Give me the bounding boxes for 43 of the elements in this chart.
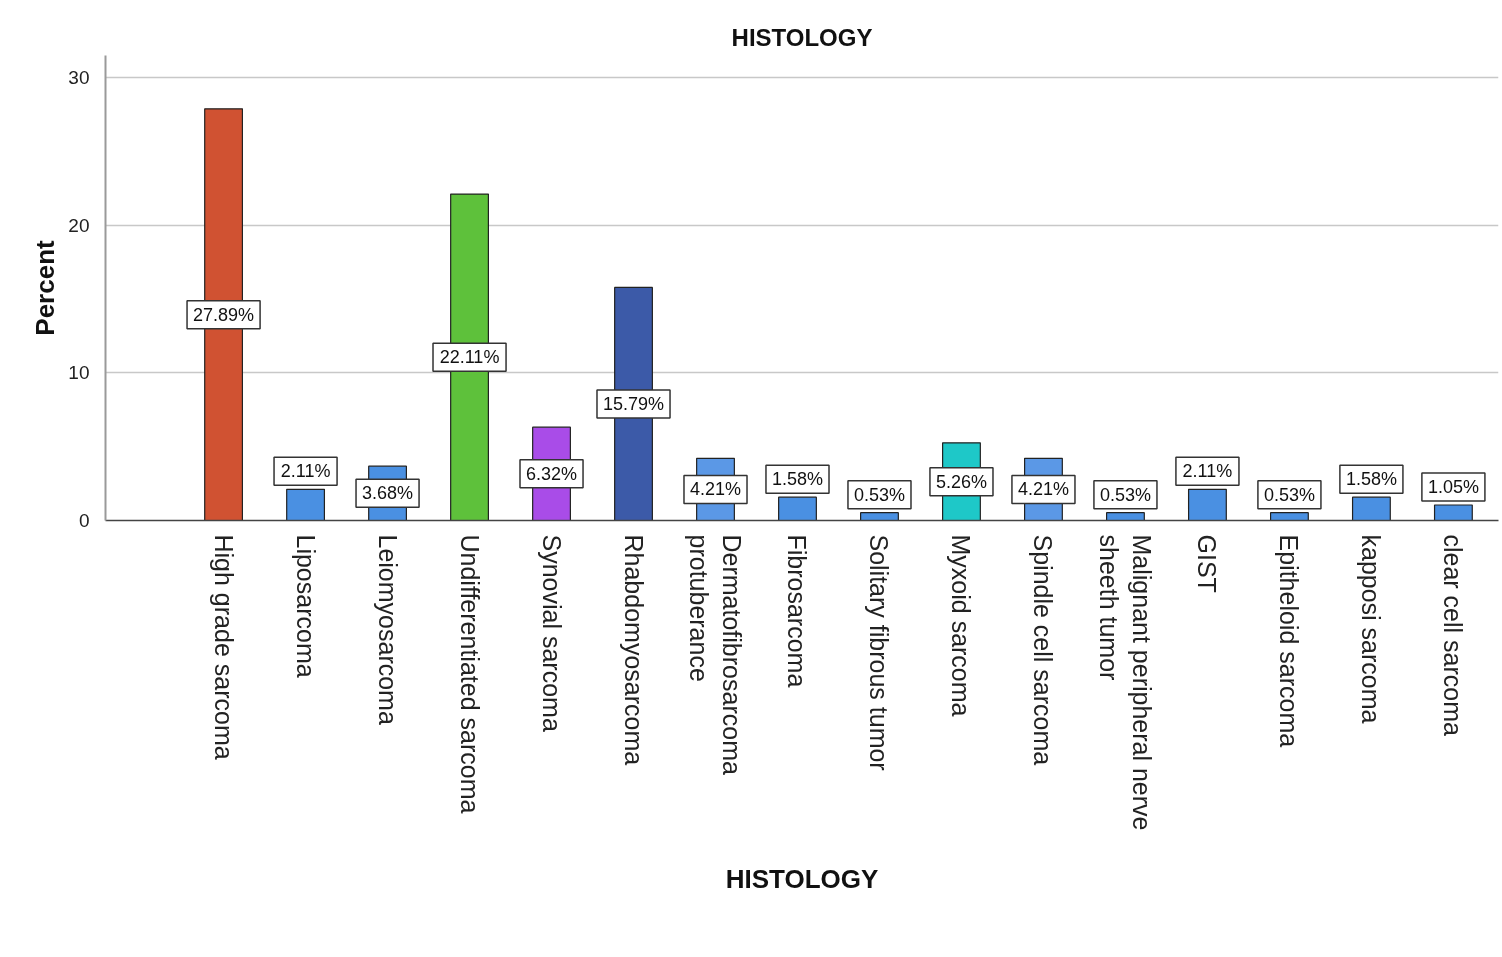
x-tick-label: High grade sarcoma — [209, 534, 238, 760]
y-tick-label: 30 — [68, 67, 90, 89]
x-tick-label: kapposi sarcoma — [1357, 534, 1386, 724]
data-label: 3.68% — [362, 483, 414, 504]
x-tick-label: Malignant peripheral nerve sheeth tumor — [1094, 534, 1157, 831]
x-tick-label: Spindle cell sarcoma — [1029, 534, 1058, 766]
data-label: 4.21% — [689, 479, 742, 500]
data-label: 1.58% — [1345, 469, 1397, 490]
x-axis-title: HISTOLOGY — [725, 863, 879, 894]
data-label: 0.53% — [853, 484, 906, 505]
y-axis-title: Percent — [30, 239, 61, 336]
data-label: 1.05% — [1427, 477, 1479, 497]
data-label: 4.21% — [1017, 479, 1069, 500]
x-tick-label: Solitary fibrous tumor — [865, 534, 894, 771]
x-tick-label: Synovial sarcoma — [537, 534, 566, 732]
data-label: 1.58% — [771, 469, 824, 490]
data-label: 27.89% — [193, 304, 255, 325]
y-tick-label: 10 — [68, 362, 90, 384]
x-tick-label: Leiomyosarcoma — [373, 534, 402, 725]
data-label: 22.11% — [439, 347, 500, 368]
data-label: 0.53% — [1263, 484, 1315, 505]
x-tick-label: Epitheloid sarcoma — [1275, 534, 1304, 748]
data-label: 2.11% — [1182, 461, 1233, 482]
bar — [1105, 512, 1145, 521]
x-tick-label: GIST — [1193, 534, 1222, 593]
x-tick-label: Rhabdomyosarcoma — [619, 534, 648, 766]
x-tick-label: clear cell sarcoma — [1439, 534, 1468, 737]
data-label: 2.11% — [280, 461, 331, 482]
x-tick-label: Fibrosarcoma — [783, 534, 812, 688]
data-label: 6.32% — [526, 463, 578, 484]
chart-title: HISTOLOGY — [731, 23, 873, 51]
bar — [1269, 512, 1309, 521]
x-tick-label: Liposarcoma — [291, 534, 320, 678]
bar — [860, 512, 899, 521]
x-tick-label: Undifferentiated sarcoma — [455, 534, 484, 814]
data-label: 15.79% — [602, 393, 665, 414]
x-tick-label: Dermatofibrosarcoma protuberance — [684, 534, 747, 775]
y-tick-label: 0 — [78, 510, 90, 531]
y-tick-label: 20 — [68, 214, 90, 236]
bar — [1433, 504, 1473, 521]
x-tick-label: Myxoid sarcoma — [947, 534, 976, 717]
data-label: 5.26% — [935, 471, 987, 492]
data-label: 0.53% — [1099, 484, 1151, 505]
